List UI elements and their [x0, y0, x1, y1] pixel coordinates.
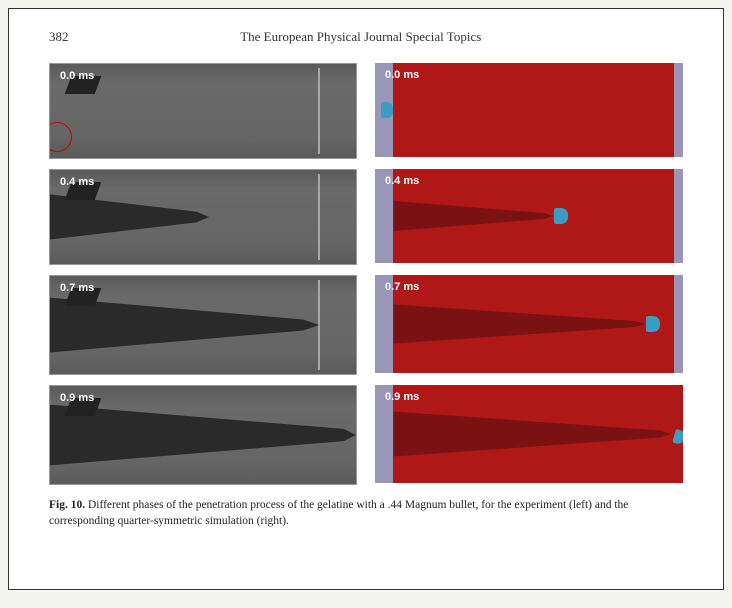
cavity [50, 405, 356, 466]
exp-panel-3: 0.9 ms [49, 385, 357, 485]
sim-panel-2: 0.7 ms [375, 275, 683, 373]
time-label: 0.7 ms [385, 281, 419, 293]
red-circle [49, 122, 72, 152]
sim-panel-3: 0.9 ms [375, 385, 683, 483]
time-label: 0.4 ms [385, 175, 419, 187]
exp-panel-1: 0.4 ms [49, 169, 357, 265]
page: 382 The European Physical Journal Specia… [8, 8, 724, 590]
caption-label: Fig. 10. [49, 499, 85, 511]
bullet-icon [381, 102, 393, 118]
time-label: 0.9 ms [60, 392, 94, 404]
sim-panel-0: 0.0 ms [375, 63, 683, 157]
page-header: 382 The European Physical Journal Specia… [49, 29, 683, 45]
bullet-icon [646, 316, 660, 332]
journal-title: The European Physical Journal Special To… [69, 29, 654, 45]
streak [318, 174, 320, 260]
exp-panel-2: 0.7 ms [49, 275, 357, 375]
page-number: 382 [49, 29, 69, 45]
bullet-icon [554, 208, 568, 224]
exp-panel-0: 0.0 ms [49, 63, 357, 159]
sim-panel-1: 0.4 ms [375, 169, 683, 263]
cavity [50, 194, 209, 239]
time-label: 0.9 ms [385, 391, 419, 403]
figure-caption: Fig. 10. Different phases of the penetra… [49, 497, 683, 529]
time-label: 0.0 ms [385, 69, 419, 81]
time-label: 0.7 ms [60, 282, 94, 294]
time-label: 0.4 ms [60, 176, 94, 188]
time-label: 0.0 ms [60, 70, 94, 82]
caption-text: Different phases of the penetration proc… [49, 499, 628, 527]
streak [318, 68, 320, 154]
sim-gelatine-block [393, 63, 673, 157]
figure-grid: 0.0 ms 0.0 ms 0.4 ms 0.4 ms 0.7 ms [49, 63, 683, 485]
